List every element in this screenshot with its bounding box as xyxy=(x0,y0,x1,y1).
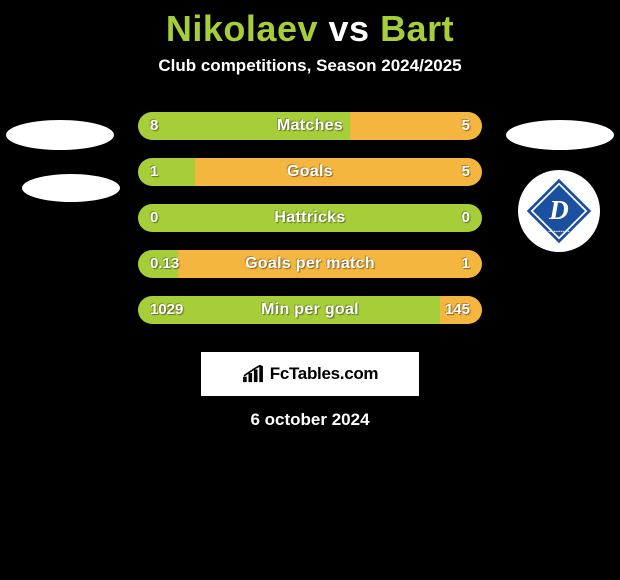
stat-value-right: 0 xyxy=(450,204,482,232)
attribution-banner[interactable]: FcTables.com xyxy=(201,352,419,396)
vs-separator: vs xyxy=(329,8,370,49)
player2-name: Bart xyxy=(380,8,454,49)
stat-value-right: 1 xyxy=(450,250,482,278)
attribution-text: FcTables.com xyxy=(270,364,379,384)
comparison-title: Nikolaev vs Bart xyxy=(0,0,620,50)
stat-row-min-per-goal: 1029 Min per goal 145 xyxy=(138,296,482,324)
stat-value-right: 5 xyxy=(450,112,482,140)
stat-label: Matches xyxy=(138,112,482,140)
stat-rows: 8 Matches 5 1 Goals 5 0 Hattricks 0 xyxy=(138,112,482,342)
svg-text:D: D xyxy=(548,195,569,225)
stat-label: Hattricks xyxy=(138,204,482,232)
player2-avatar xyxy=(506,120,614,150)
stat-row-hattricks: 0 Hattricks 0 xyxy=(138,204,482,232)
club2-crest-icon: D •••••••••••• xyxy=(525,177,593,245)
stat-value-right: 145 xyxy=(433,296,482,324)
player1-avatar xyxy=(6,120,114,150)
club1-badge xyxy=(22,174,120,202)
stat-row-matches: 8 Matches 5 xyxy=(138,112,482,140)
stat-label: Goals per match xyxy=(138,250,482,278)
stat-row-goals: 1 Goals 5 xyxy=(138,158,482,186)
stat-row-goals-per-match: 0.13 Goals per match 1 xyxy=(138,250,482,278)
bar-chart-icon xyxy=(242,365,264,383)
stat-value-right: 5 xyxy=(450,158,482,186)
date-label: 6 october 2024 xyxy=(0,410,620,430)
svg-text:••••••••••••: •••••••••••• xyxy=(548,229,569,234)
stat-label: Min per goal xyxy=(138,296,482,324)
subtitle: Club competitions, Season 2024/2025 xyxy=(0,56,620,76)
stat-label: Goals xyxy=(138,158,482,186)
player1-name: Nikolaev xyxy=(166,8,318,49)
club2-badge: D •••••••••••• xyxy=(518,170,600,252)
